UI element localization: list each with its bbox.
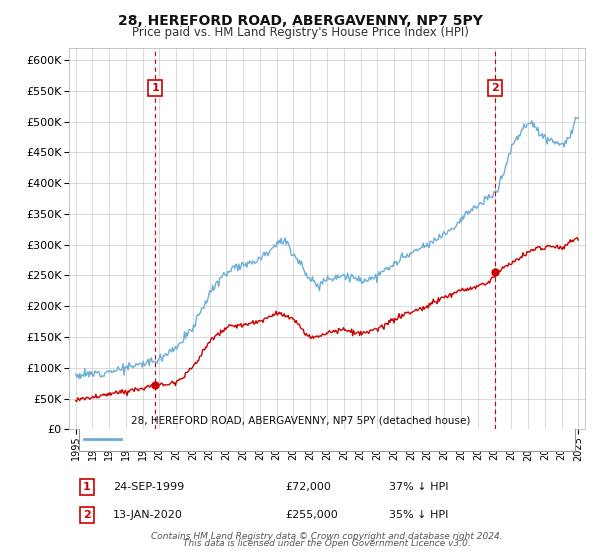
Text: Contains HM Land Registry data © Crown copyright and database right 2024.: Contains HM Land Registry data © Crown c… (151, 533, 503, 542)
Text: 24-SEP-1999: 24-SEP-1999 (113, 482, 184, 492)
Text: 13-JAN-2020: 13-JAN-2020 (113, 510, 183, 520)
Text: 1: 1 (83, 482, 91, 492)
Text: £255,000: £255,000 (286, 510, 338, 520)
Text: 35% ↓ HPI: 35% ↓ HPI (389, 510, 448, 520)
Text: 1: 1 (151, 83, 159, 93)
Text: 2: 2 (491, 83, 499, 93)
Text: 2: 2 (83, 510, 91, 520)
Text: 28, HEREFORD ROAD, ABERGAVENNY, NP7 5PY (detached house): 28, HEREFORD ROAD, ABERGAVENNY, NP7 5PY … (131, 416, 470, 426)
Text: HPI: Average price, detached house, Monmouthshire: HPI: Average price, detached house, Monm… (131, 434, 405, 444)
Text: 28, HEREFORD ROAD, ABERGAVENNY, NP7 5PY: 28, HEREFORD ROAD, ABERGAVENNY, NP7 5PY (118, 14, 482, 28)
Text: £72,000: £72,000 (286, 482, 332, 492)
Text: Price paid vs. HM Land Registry's House Price Index (HPI): Price paid vs. HM Land Registry's House … (131, 26, 469, 39)
Text: This data is licensed under the Open Government Licence v3.0.: This data is licensed under the Open Gov… (183, 539, 471, 548)
Text: 37% ↓ HPI: 37% ↓ HPI (389, 482, 448, 492)
FancyBboxPatch shape (79, 409, 575, 451)
